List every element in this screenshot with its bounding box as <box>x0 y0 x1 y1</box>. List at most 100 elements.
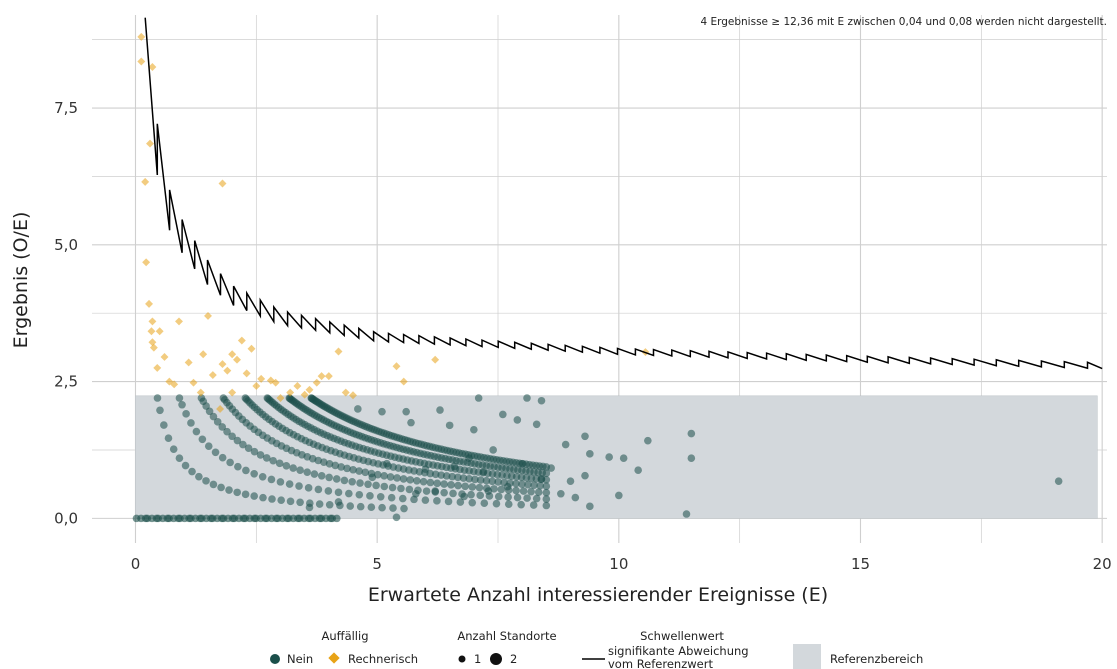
data-point-nein <box>337 463 345 471</box>
data-point-rechnerisch <box>324 372 333 381</box>
data-point-nein <box>223 427 231 436</box>
data-point-nein <box>250 470 258 478</box>
data-point-nein <box>204 442 213 450</box>
data-point-rechnerisch <box>317 372 326 381</box>
data-point-nein <box>295 482 303 490</box>
data-point-nein <box>160 421 168 429</box>
data-point-rechnerisch <box>204 311 212 320</box>
data-point-nein <box>450 462 459 471</box>
data-point-nein <box>315 500 324 508</box>
data-point-rechnerisch <box>242 369 251 378</box>
data-point-nein <box>164 434 173 442</box>
x-tick-label: 15 <box>851 555 870 573</box>
legend-title-standorte: Anzahl Standorte <box>457 629 556 643</box>
data-point-nein <box>448 472 457 481</box>
data-point-rechnerisch <box>170 380 179 389</box>
data-point-nein <box>413 476 421 485</box>
x-tick-label: 5 <box>372 555 382 573</box>
data-point-nein <box>250 492 258 500</box>
data-point-nein <box>529 501 538 509</box>
data-point-nein <box>421 465 430 473</box>
data-point-nein <box>217 483 225 492</box>
data-point-nein <box>557 489 565 498</box>
data-point-nein <box>268 495 276 503</box>
data-point-nein <box>305 503 314 512</box>
data-point-nein <box>397 484 405 493</box>
y-tick-label: 0,0 <box>54 509 78 527</box>
data-point-nein <box>380 472 388 480</box>
data-point-nein <box>471 475 479 484</box>
data-point-nein <box>175 454 184 462</box>
data-point-nein <box>317 471 326 480</box>
legend-title-schwellenwert: Schwellenwert <box>640 629 724 643</box>
data-point-nein <box>581 471 589 480</box>
data-point-nein <box>285 480 294 488</box>
data-point-nein <box>504 500 513 509</box>
data-point-nein <box>399 475 408 483</box>
legend-1-marker <box>458 655 466 663</box>
data-point-nein <box>289 464 297 472</box>
data-point-nein <box>504 493 512 501</box>
data-point-nein <box>480 499 489 508</box>
data-point-nein <box>389 504 397 512</box>
data-point-nein <box>406 476 414 484</box>
y-tick-label: 7,5 <box>54 99 78 117</box>
data-point-nein <box>153 394 162 402</box>
data-point-rechnerisch <box>148 338 157 347</box>
legend-referenzbereich-label: Referenzbereich <box>830 652 923 666</box>
data-point-nein <box>475 483 484 492</box>
data-point-nein <box>356 479 364 487</box>
data-point-nein <box>532 494 541 503</box>
data-point-nein <box>277 496 285 505</box>
data-point-rechnerisch <box>199 350 208 359</box>
data-point-nein <box>387 493 396 502</box>
data-point-nein <box>499 410 507 419</box>
data-point-nein <box>349 465 357 474</box>
data-point-nein <box>523 494 531 502</box>
x-axis-title: Erwartete Anzahl interessierender Ereign… <box>368 584 828 606</box>
data-point-nein <box>276 478 285 486</box>
data-point-rechnerisch <box>334 347 343 356</box>
legend-1-label: 1 <box>474 652 481 666</box>
data-point-nein <box>348 477 356 486</box>
data-point-nein <box>234 462 242 471</box>
y-axis-title: Ergebnis (O/E) <box>10 212 32 349</box>
data-point-nein <box>513 416 522 424</box>
data-point-nein <box>376 493 385 501</box>
data-point-nein <box>402 407 410 416</box>
data-point-nein <box>542 495 551 503</box>
data-point-rechnerisch <box>247 344 256 353</box>
data-point-nein <box>474 394 483 402</box>
data-point-rechnerisch <box>141 177 150 186</box>
data-point-nein <box>392 513 401 522</box>
data-point-nein <box>334 498 343 506</box>
data-point-nein <box>421 496 430 504</box>
data-point-nein <box>218 423 227 431</box>
data-point-nein <box>325 473 333 482</box>
data-point-nein <box>497 485 506 494</box>
data-point-rechnerisch <box>153 363 162 372</box>
data-point-nein <box>518 480 526 488</box>
data-point-nein <box>169 445 178 453</box>
data-point-nein <box>333 514 341 523</box>
data-point-nein <box>449 489 457 498</box>
data-point-nein <box>484 487 493 495</box>
data-point-nein <box>422 487 431 495</box>
data-point-nein <box>436 406 444 414</box>
data-point-nein <box>454 473 462 482</box>
threshold-line <box>144 17 1103 370</box>
data-point-nein <box>156 406 164 415</box>
data-point-nein <box>426 478 435 487</box>
data-point-nein <box>433 479 442 488</box>
data-point-rechnerisch <box>252 382 261 390</box>
data-point-nein <box>431 487 439 495</box>
data-point-nein <box>586 450 594 458</box>
data-point-rechnerisch <box>137 57 146 66</box>
data-point-nein <box>343 464 351 473</box>
data-point-nein <box>356 502 365 511</box>
data-point-nein <box>269 456 277 465</box>
data-point-nein <box>1054 477 1063 485</box>
data-point-nein <box>228 432 236 441</box>
data-point-nein <box>398 494 407 503</box>
data-point-nein <box>250 447 259 456</box>
